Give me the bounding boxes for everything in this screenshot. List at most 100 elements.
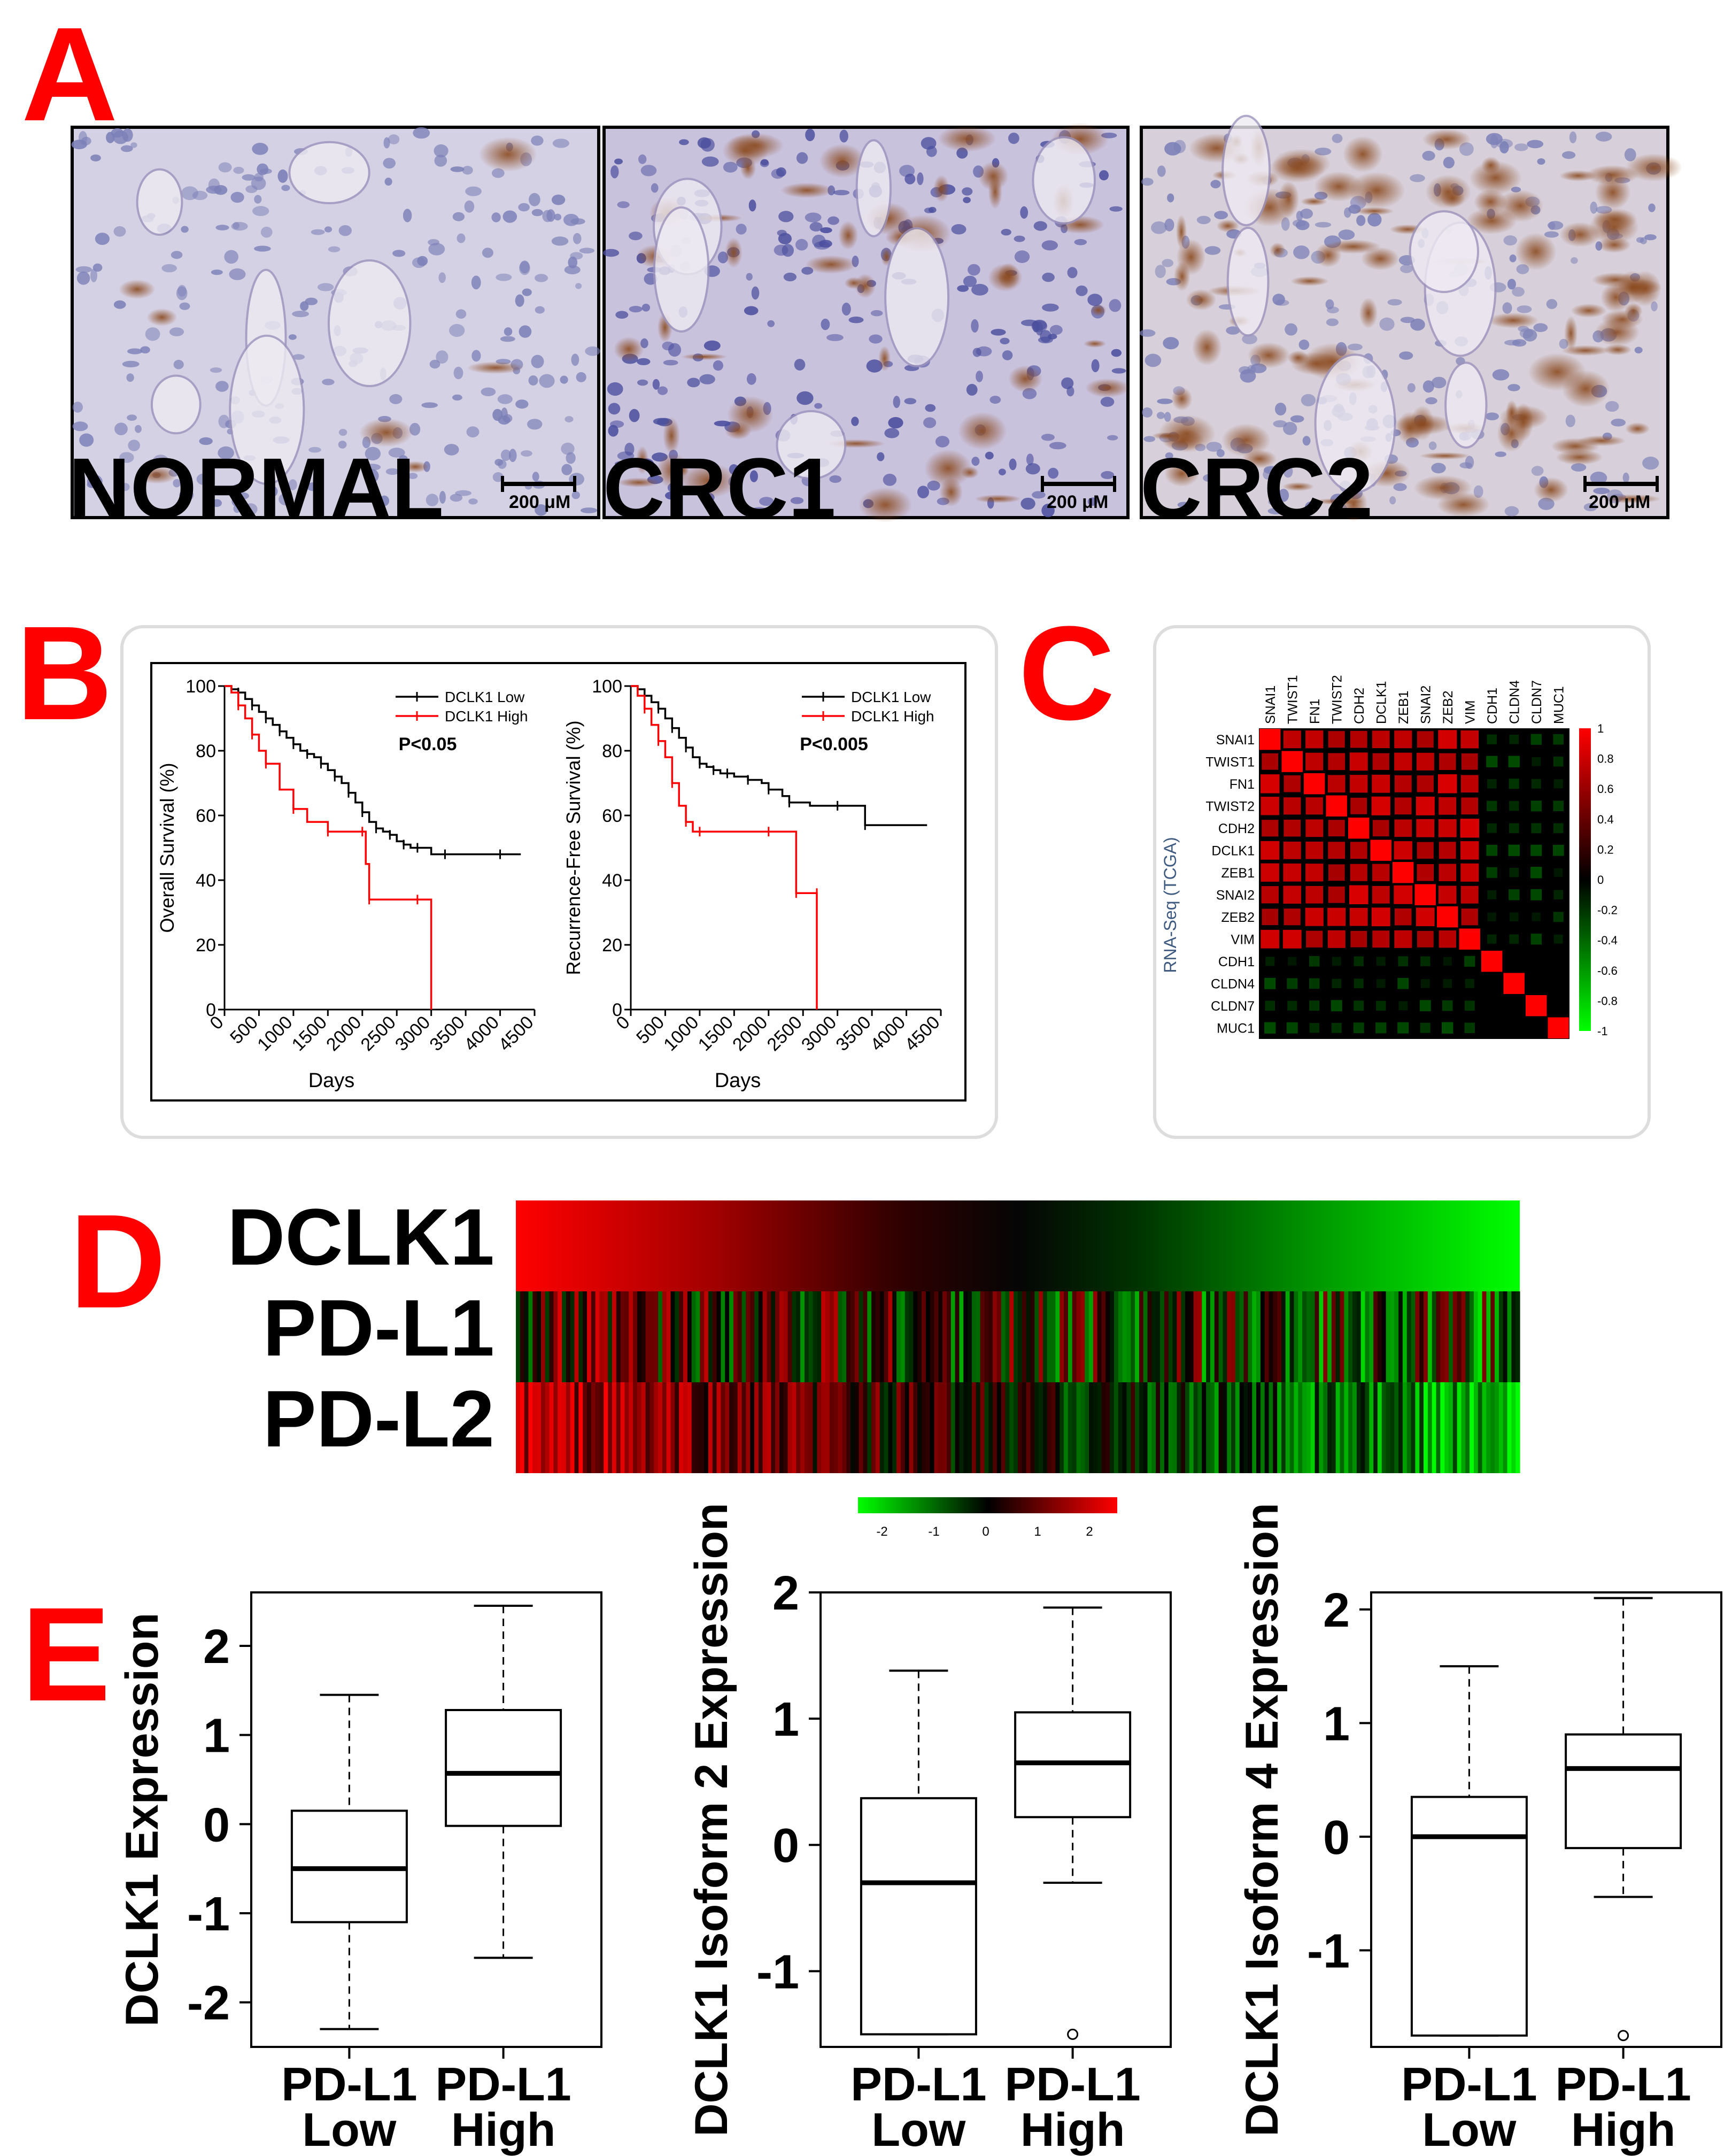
corr-cell [1287, 978, 1298, 989]
cell-nucleus [79, 433, 94, 447]
corr-cell [1376, 957, 1386, 966]
corr-cell [1370, 840, 1391, 861]
corr-cell [1553, 734, 1564, 745]
cell-nucleus [1242, 334, 1257, 344]
corr-cell [1394, 775, 1412, 792]
heatmap-strip [1101, 1382, 1106, 1473]
cell-nucleus [1648, 203, 1656, 212]
cell-nucleus [1157, 165, 1166, 177]
cell-nucleus [926, 145, 937, 157]
cell-nucleus [697, 137, 712, 149]
heatmap-strip [591, 1291, 596, 1382]
cell-nucleus [848, 317, 864, 324]
colorbar-tick-label: 0.6 [1597, 782, 1614, 796]
heatmap-strip [662, 1291, 667, 1382]
heatmap-strip [1218, 1382, 1224, 1473]
cell-nucleus [428, 239, 439, 246]
stain-deposit [1282, 482, 1315, 491]
cell-nucleus [465, 186, 482, 196]
colorbar [1579, 728, 1591, 1031]
row-label: ZEB1 [1221, 866, 1255, 881]
heatmap-strip [1231, 1291, 1236, 1382]
cell-nucleus [767, 320, 775, 327]
heatmap-strip [604, 1382, 608, 1473]
cell-nucleus [571, 491, 581, 499]
corr-cell [1393, 862, 1414, 883]
cell-nucleus [210, 367, 222, 373]
heatmap-strip [1473, 1382, 1479, 1473]
corr-cell [1305, 730, 1324, 749]
heatmap-strip [1210, 1291, 1215, 1382]
cell-nucleus [782, 244, 794, 257]
cell-nucleus [1642, 456, 1659, 470]
cell-nucleus [438, 272, 446, 283]
heatmap-strip [779, 1291, 784, 1382]
corr-cell [1265, 957, 1275, 966]
corr-cell [1553, 823, 1564, 833]
outlier-point [1067, 2028, 1079, 2040]
cell-nucleus [1465, 456, 1474, 469]
corr-cell [1465, 979, 1474, 988]
x-axis-label: Days [308, 1069, 355, 1092]
heatmap-strip [540, 1291, 546, 1382]
heatmap-strip [1369, 1291, 1374, 1382]
cell-nucleus [127, 414, 137, 421]
cell-nucleus [1422, 380, 1434, 393]
cell-nucleus [1204, 246, 1221, 255]
colorbar-tick-label: 2 [1086, 1524, 1093, 1539]
x-tick-label: PD-L1 [281, 2058, 417, 2111]
heatmap-strip [1507, 1291, 1512, 1382]
heatmap-strip [833, 1291, 839, 1382]
cell-nucleus [1546, 299, 1558, 309]
corr-cell [1417, 864, 1434, 881]
heatmap-strip [1227, 1291, 1232, 1382]
cell-nucleus [531, 355, 544, 368]
cell-nucleus [457, 233, 466, 243]
corr-cell [1509, 868, 1519, 877]
corr-cell [1460, 886, 1479, 904]
y-tick-label: -2 [187, 1977, 230, 2030]
y-tick-label: -1 [1307, 1924, 1350, 1978]
corr-cell [1439, 930, 1456, 948]
heatmap-strip [708, 1291, 713, 1382]
cell-nucleus [161, 264, 177, 273]
heatmap-strip [1398, 1382, 1403, 1473]
heatmap-strip [1110, 1382, 1115, 1473]
corr-cell [1487, 779, 1497, 789]
cell-nucleus [266, 486, 278, 497]
gland-lumen [1032, 136, 1096, 225]
cell-nucleus [1356, 215, 1366, 226]
cell-nucleus [924, 207, 934, 213]
cell-nucleus [971, 457, 980, 466]
x-tick-label: PD-L1 [435, 2058, 571, 2111]
corr-cell [1394, 752, 1412, 771]
corr-cell [1372, 864, 1390, 881]
corr-cell [1464, 1022, 1475, 1033]
cell-nucleus [989, 396, 1001, 404]
heatmap-strip [608, 1382, 613, 1473]
corr-cell [1287, 1000, 1297, 1011]
heatmap-strip [1147, 1382, 1152, 1473]
cell-nucleus [403, 209, 412, 222]
heatmap-strip [1089, 1382, 1094, 1473]
heatmap-strip [1465, 1382, 1470, 1473]
y-tick-label: 1 [772, 1693, 799, 1746]
cell-nucleus [288, 479, 297, 490]
corr-cell [1372, 886, 1390, 904]
heatmap-strip [687, 1291, 692, 1382]
heatmap-strip [524, 1382, 529, 1473]
heatmap-strip [528, 1382, 533, 1473]
heatmap-strip [1022, 1291, 1027, 1382]
cell-nucleus [1283, 465, 1293, 478]
corr-cell [1309, 956, 1320, 967]
corr-cell [1438, 774, 1457, 794]
heatmap-strip [608, 1291, 613, 1382]
heatmap-strip [1516, 1291, 1520, 1382]
cell-nucleus [471, 350, 481, 362]
heatmap-strip [1097, 1382, 1102, 1473]
stain-deposit [838, 221, 859, 250]
heatmap-strip [549, 1291, 554, 1382]
heatmap-strip [1034, 1291, 1039, 1382]
cell-nucleus [328, 246, 341, 252]
heatmap-strip [1051, 1291, 1056, 1382]
